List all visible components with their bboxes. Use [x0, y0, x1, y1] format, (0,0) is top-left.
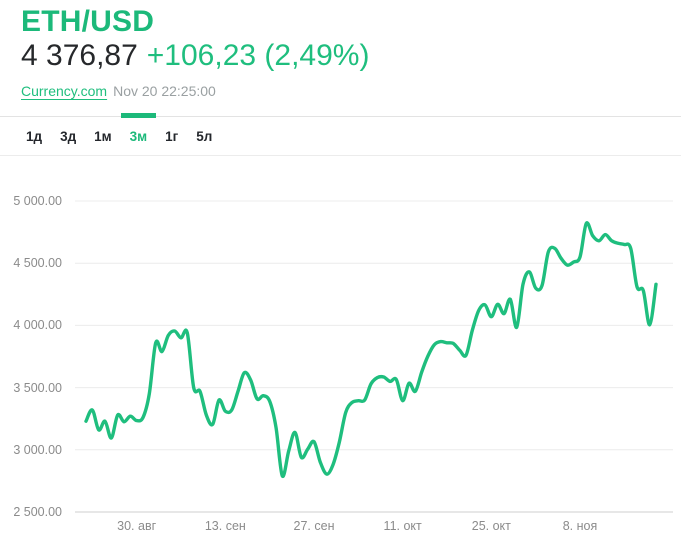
range-tab-label: 1д — [26, 128, 43, 144]
range-tab-label: 5л — [196, 128, 213, 144]
chart-gridlines — [75, 200, 673, 513]
range-tab-5y[interactable]: 5л — [187, 117, 221, 155]
range-tab-label: 3м — [129, 128, 148, 144]
price-value: 4 376,87 — [21, 39, 138, 72]
instrument-title: ETH/USD — [21, 5, 155, 38]
range-tab-label: 1м — [94, 128, 112, 144]
range-tab-1d[interactable]: 1д — [17, 117, 51, 155]
price-change: +106,23 (2,49%) — [146, 39, 370, 72]
source-link[interactable]: Currency.com — [21, 83, 108, 99]
price-line — [84, 221, 658, 478]
range-tab-label: 3д — [60, 128, 77, 144]
source-row: Currency.com Nov 20 22:25:00 — [21, 83, 661, 99]
price-row: 4 376,87 +106,23 (2,49%) — [21, 40, 661, 71]
range-tab-3d[interactable]: 3д — [51, 117, 85, 155]
range-tab-1y[interactable]: 1г — [156, 117, 187, 155]
range-tabs: 1д 3д 1м 3м 1г 5л — [0, 113, 681, 156]
quote-header: ETH/USD 4 376,87 +106,23 (2,49%) Currency… — [0, 0, 681, 99]
quote-timestamp: Nov 20 22:25:00 — [113, 83, 216, 99]
range-tab-1m[interactable]: 1м — [85, 117, 121, 155]
range-tab-label: 1г — [165, 128, 179, 144]
range-tab-3m[interactable]: 3м — [120, 113, 157, 155]
